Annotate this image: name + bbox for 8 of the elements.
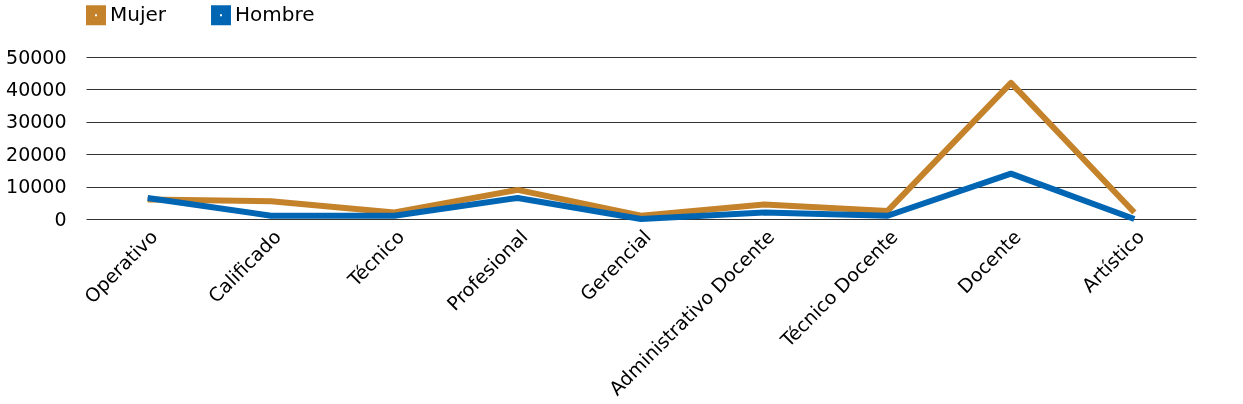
y-tick-label: 30000 [6, 110, 67, 133]
y-tick-label: 10000 [6, 175, 67, 198]
y-tick-label: 40000 [6, 77, 67, 100]
legend-label: Hombre [235, 2, 315, 27]
y-tick-label: 0 [54, 207, 67, 230]
y-tick-label: 20000 [6, 142, 67, 165]
y-tick-label: 50000 [6, 45, 67, 68]
legend-label: Mujer [110, 2, 167, 27]
